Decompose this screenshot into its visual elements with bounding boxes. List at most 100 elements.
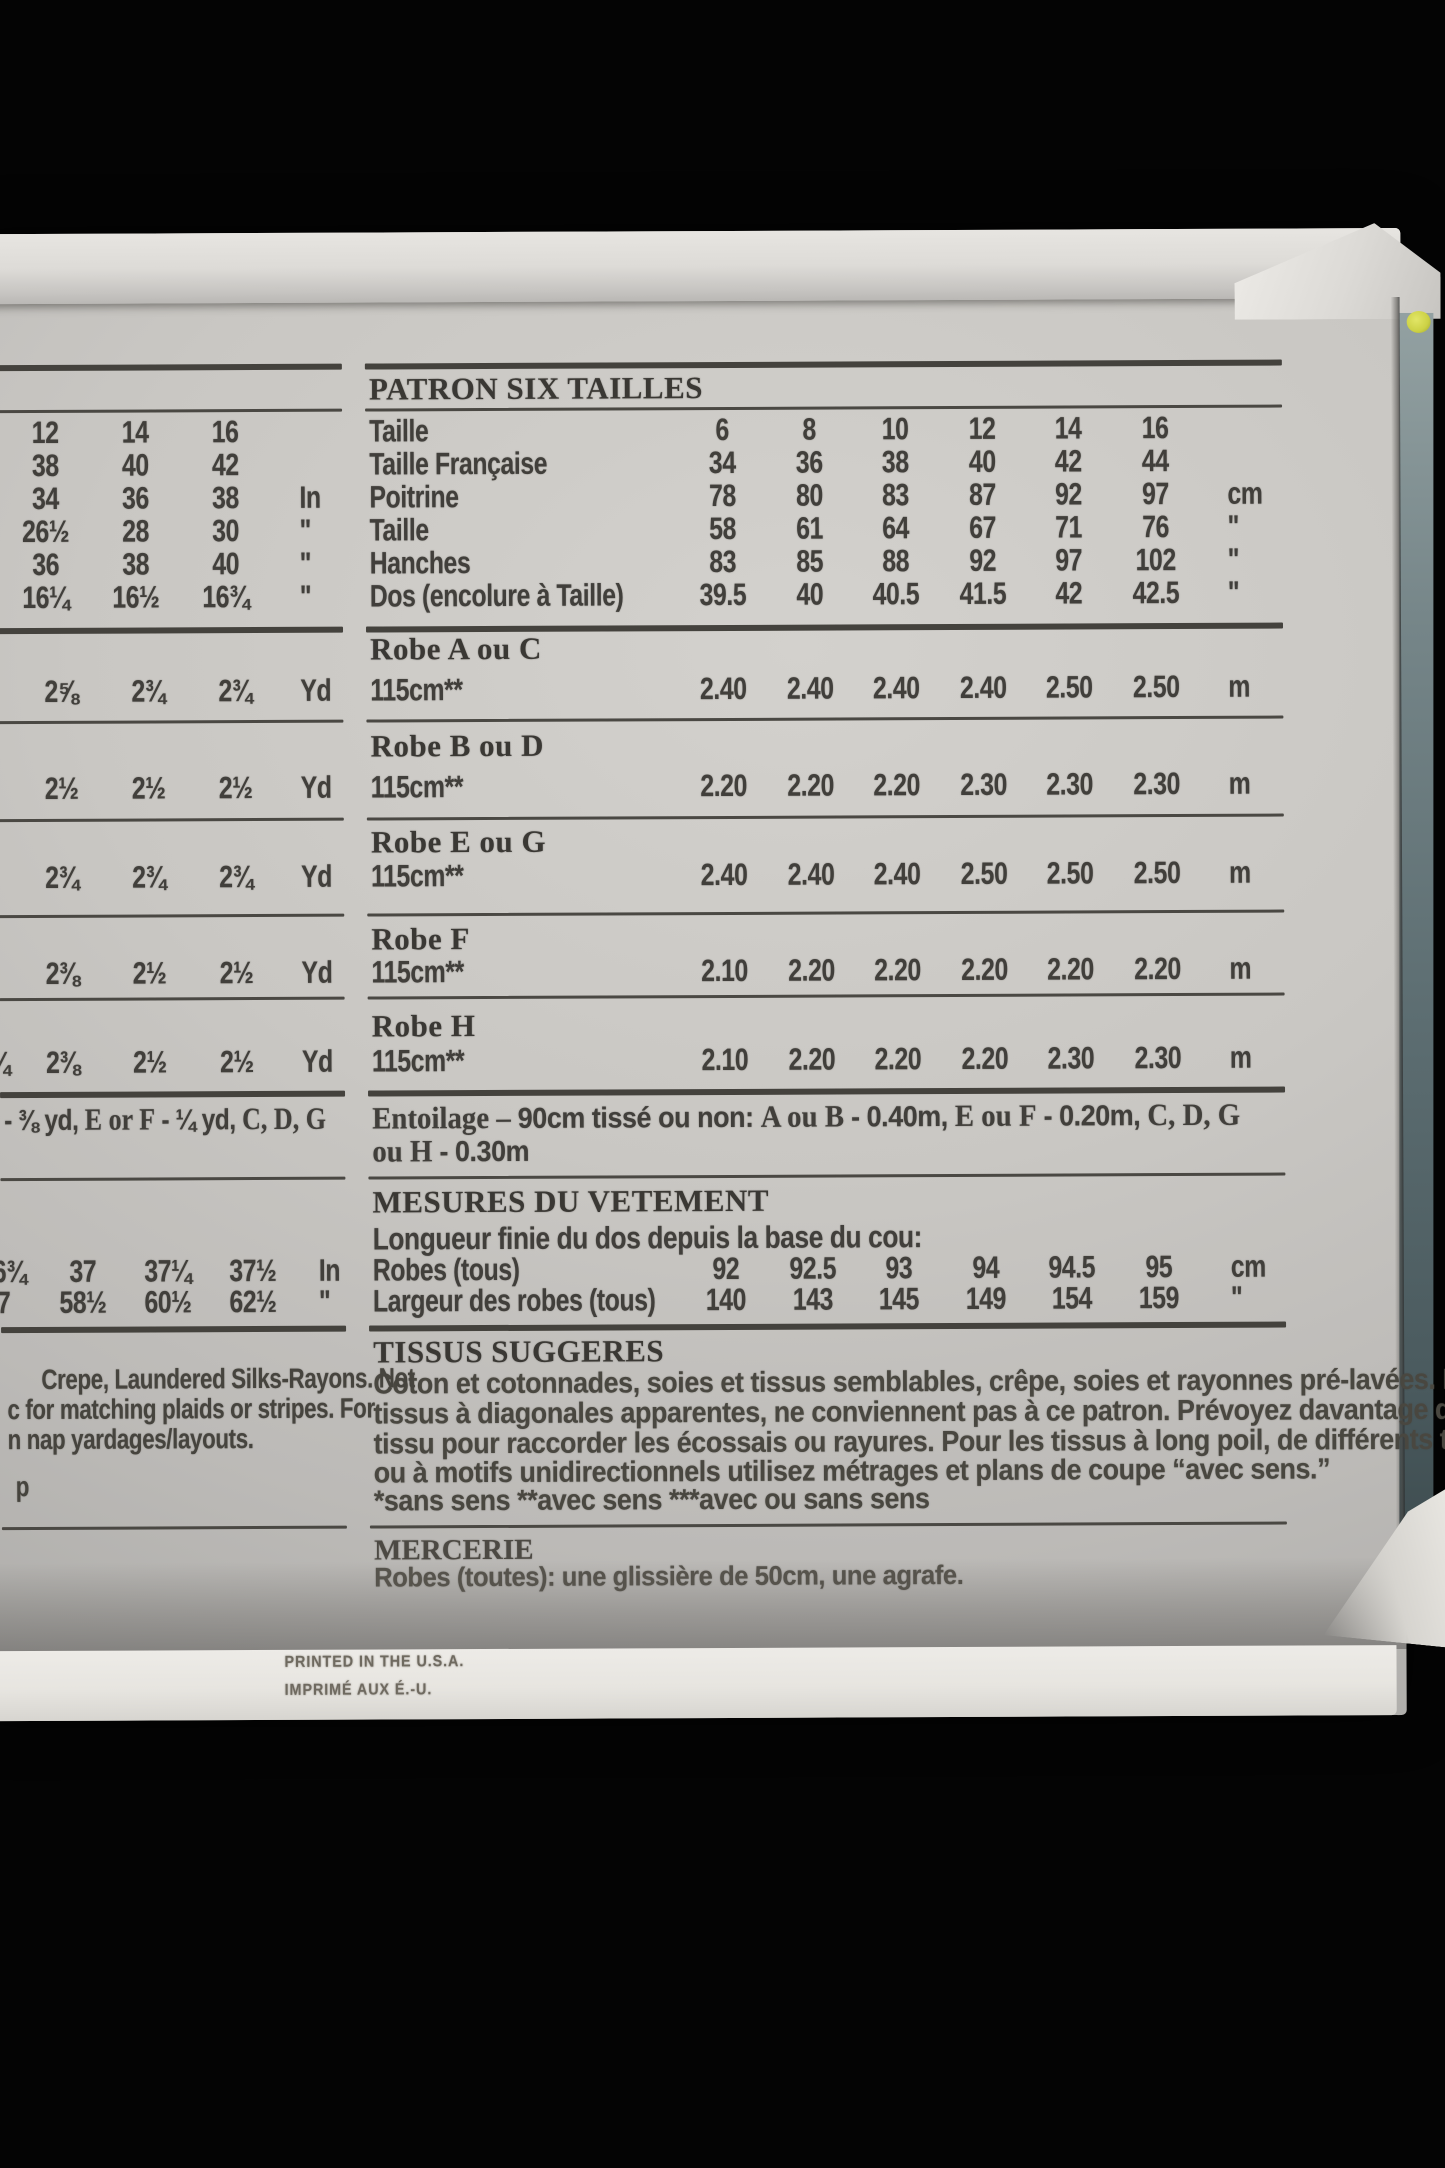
- table-row: 34 36 38 In: [0, 477, 1442, 517]
- interfacing-text: - ¼ yd,: [155, 1104, 243, 1137]
- table-rule: [1, 1325, 347, 1334]
- section-title: Robe H: [372, 1008, 476, 1044]
- yardage-value: 2⅜: [45, 1044, 80, 1080]
- size-value: 36: [121, 480, 149, 516]
- table-rule: [0, 1090, 346, 1099]
- size-value: 16¾: [202, 579, 250, 615]
- measure-value: 60½: [144, 1284, 192, 1320]
- yardage-value: 2½: [132, 955, 167, 991]
- table-row: 2⅜ 2½ 2½ Yd: [0, 952, 1445, 991]
- notions-line: Robes (toutes): une glissière de 50cm, u…: [374, 1559, 964, 1593]
- yardage-value: 2½: [44, 770, 79, 806]
- table-rule: [0, 363, 342, 372]
- robe-title: Robe F: [371, 921, 471, 957]
- robe-title: Robe A ou C: [370, 630, 542, 667]
- size-value: 38: [31, 447, 59, 484]
- section-title: TISSUS SUGGERES: [373, 1333, 664, 1370]
- fabric-fragment-line: Crepe, Laundered Silks-Rayons. Not: [41, 1362, 415, 1395]
- table-row: 16¼ 16½ 16¾ ": [0, 576, 1443, 615]
- size-value: 16½: [112, 579, 160, 615]
- table-rule: [368, 1086, 1286, 1097]
- cut-fragment: ¼: [0, 1045, 11, 1081]
- table-row: 36 38 40 ": [0, 543, 1443, 582]
- unit-label: Yd: [301, 954, 333, 990]
- table-rule: [369, 1521, 1287, 1529]
- view-letters: C, D, G: [241, 1100, 327, 1137]
- yardage-value: 2½: [132, 1044, 167, 1080]
- robe-title: Robe H: [371, 1008, 476, 1044]
- table-rule: [0, 817, 344, 823]
- table-row: 38 40 42: [0, 444, 1442, 484]
- section-title: MESURES DU VETEMENT: [372, 1183, 769, 1221]
- interfacing-text: 90cm tissé ou non:: [510, 1101, 761, 1135]
- printed-in-usa-line: PRINTED IN THE U.S.A.: [284, 1653, 465, 1671]
- view-letters: ou H: [372, 1133, 433, 1169]
- size-value: 14: [121, 414, 149, 450]
- table-title: PATRON SIX TAILLES: [369, 370, 703, 407]
- table-row: 2½ 2½ 2½ Yd: [0, 767, 1444, 806]
- section-title: Robe A ou C: [370, 631, 542, 668]
- size-value: 40: [212, 546, 240, 582]
- yardage-value: 2¾: [132, 859, 167, 895]
- section-title: Robe E ou G: [371, 824, 546, 861]
- interfacing-text: - ⅜ yd,: [4, 1104, 85, 1138]
- fabric-footnote-line: *sans sens **avec sens ***avec ou sans s…: [373, 1483, 930, 1518]
- unit-label: In: [299, 479, 321, 515]
- table-row: 26½ 28 30 ": [0, 510, 1443, 550]
- size-value: 40: [121, 447, 149, 483]
- measure-value: 37½: [229, 1252, 277, 1289]
- unit-label: Yd: [300, 769, 332, 805]
- size-value: 28: [122, 513, 150, 549]
- table-row: 7 58½ 60½ 62½ ": [0, 1281, 1445, 1321]
- unit-label: Yd: [300, 672, 332, 708]
- unit-label: ": [318, 1283, 331, 1319]
- fabric-fragment-line: n nap yardages/layouts.: [7, 1423, 254, 1456]
- yardage-value: 2½: [218, 770, 253, 806]
- interfacing-note-line1: Entoilage – 90cm tissé ou non: A ou B - …: [372, 1096, 1241, 1136]
- measure-value: 58½: [59, 1284, 107, 1320]
- table-row: 2¾ 2¾ 2¾ Yd: [0, 856, 1444, 895]
- table-rule: [1, 1525, 347, 1531]
- yardage-value: 2¾: [131, 673, 166, 709]
- interfacing-note-line2: ou H - 0.30m: [372, 1133, 529, 1169]
- table-rule: [0, 626, 344, 635]
- table-row: 2⅝ 2¾ 2¾ Yd: [0, 670, 1443, 709]
- unit-label: Yd: [301, 1043, 333, 1079]
- table-rule: [0, 1176, 346, 1182]
- yardage-value: 2½: [219, 1044, 254, 1080]
- robe-title: Robe E ou G: [370, 823, 547, 860]
- cut-fragment: 6¾: [0, 1254, 27, 1290]
- measure-value: 37: [69, 1253, 97, 1289]
- table-rule: [0, 719, 344, 725]
- interfacing-text: - 0.20m,: [1036, 1100, 1148, 1133]
- view-letters: C, D, G: [1147, 1096, 1241, 1133]
- yardage-value: 2¾: [45, 859, 80, 895]
- size-value: 26½: [21, 513, 70, 550]
- table-rule: [0, 996, 345, 1002]
- patron-six-tailles-title: PATRON SIX TAILLES: [368, 370, 704, 407]
- interfacing-text: - 0.40m,: [843, 1100, 955, 1134]
- size-value: 38: [122, 546, 150, 582]
- yardage-value: 2½: [131, 770, 166, 806]
- table-row: ¼ 2⅜ 2½ 2½ Yd: [0, 1041, 1445, 1081]
- table-rule: [368, 1172, 1286, 1180]
- size-value: 42: [211, 447, 239, 483]
- interfacing-fragment: - ⅜ yd, E or F - ¼ yd, C, D, G: [4, 1100, 327, 1138]
- table-rule: [366, 813, 1284, 821]
- yardage-value: 2⅜: [45, 955, 80, 991]
- yardage-value: 2⅝: [44, 673, 79, 709]
- view-letters: E or F: [84, 1101, 156, 1137]
- fabric-fragment-line: c for matching plaids or stripes. For: [7, 1392, 375, 1426]
- measure-value: 62½: [229, 1283, 277, 1320]
- table-rule: [0, 913, 345, 919]
- section-title: Robe F: [371, 921, 470, 957]
- size-value: 12: [31, 414, 59, 451]
- size-value: 34: [31, 480, 59, 517]
- cut-fragment: 7: [0, 1285, 11, 1321]
- unit-label: ": [299, 578, 312, 614]
- robe-title: Robe B ou D: [370, 727, 545, 764]
- yardage-value: 2¾: [219, 859, 254, 895]
